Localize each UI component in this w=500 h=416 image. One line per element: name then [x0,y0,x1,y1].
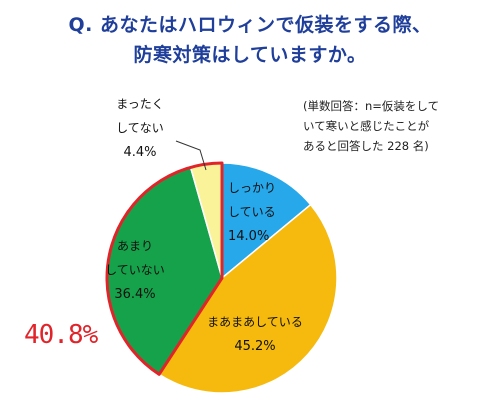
slice-amari-value: 36.4% [114,287,155,302]
slice-mattaku-name: してない [116,121,164,135]
note-line-3: あると回答した 228 名) [303,139,429,153]
slice-mattaku-name: まったく [116,97,164,111]
note-line-1: (単数回答：n=仮装をして [303,99,440,113]
slice-shikkari-name: している [228,205,276,219]
slice-shikkari-name: しっかり [228,181,276,195]
leader-line-mattaku [175,140,207,171]
note-line-2: いて寒いと感じたことが [303,119,430,133]
sample-note: (単数回答：n=仮装をして いて寒いと感じたことが あると回答した 228 名) [303,96,500,156]
slice-shikkari [221,162,312,280]
slice-shikkari-value: 14.0% [228,229,269,244]
slice-maamaa-value: 45.2% [234,339,275,354]
slice-mattaku-value: 4.4% [123,145,156,160]
slice-maamaa-label: まあまあしている 45.2% [207,315,303,354]
question-line-2: 防寒対策はしていますか。 [133,44,367,66]
question-line-1: Q. あなたはハロウィンで仮装をする際、 [68,14,432,36]
highlight-outline [105,161,224,376]
slice-maamaa [158,203,338,394]
slice-amari-name: あまり [117,239,153,253]
slice-maamaa-name: まあまあしている [207,315,303,329]
slice-amari-name: していない [105,263,165,277]
highlight-total-label: 40.8% [24,320,98,350]
